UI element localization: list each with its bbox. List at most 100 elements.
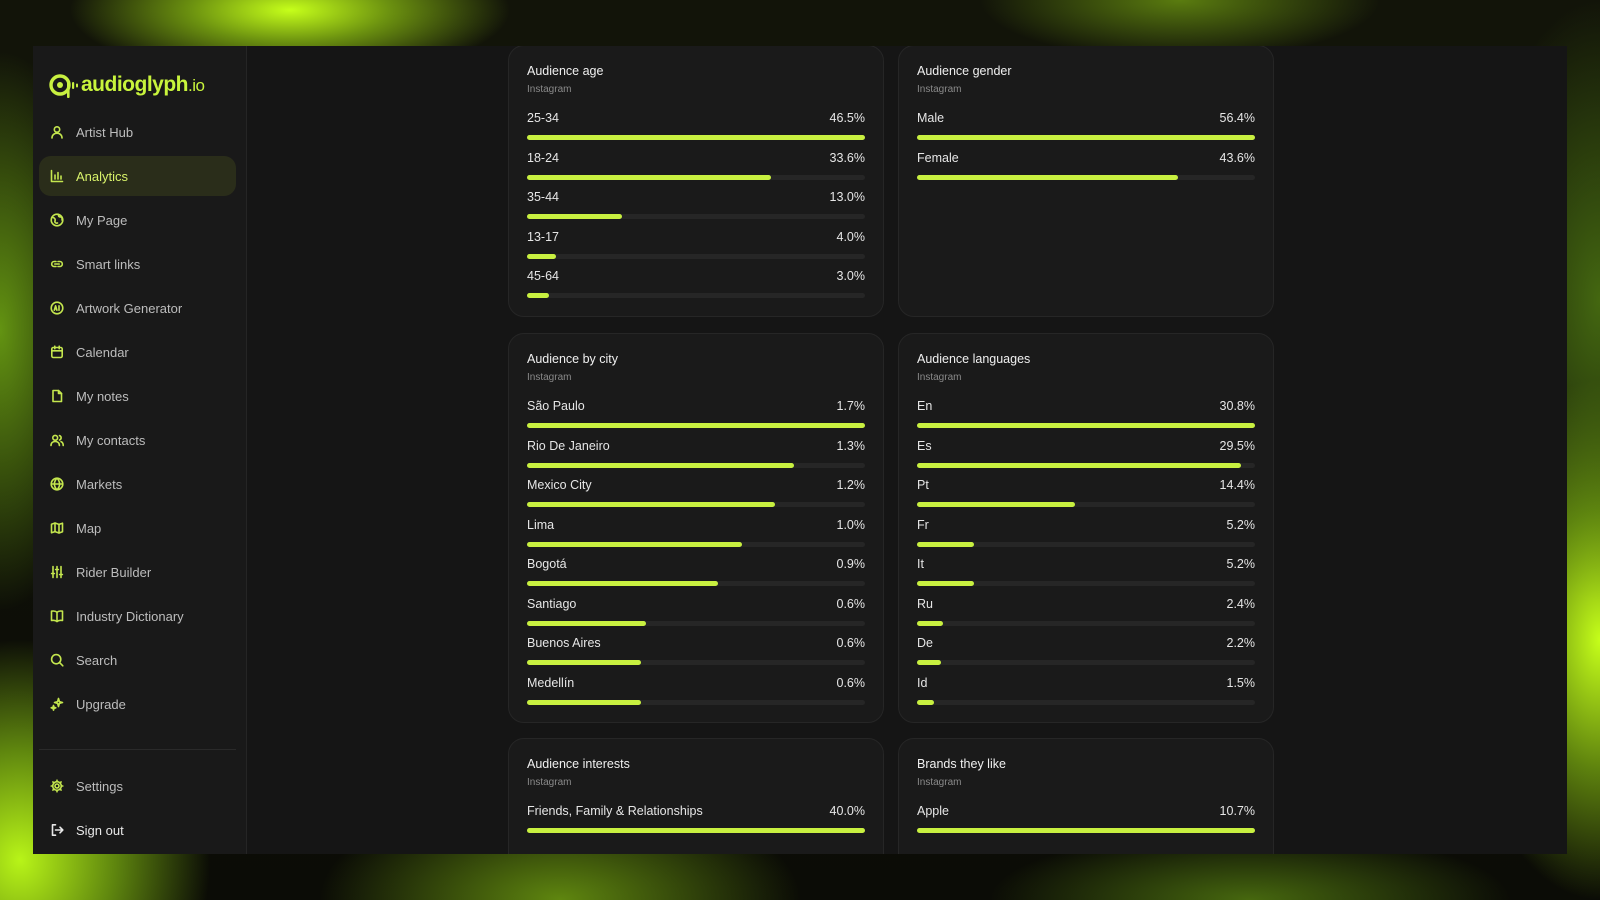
stat-label: 25-34 xyxy=(527,111,559,125)
sidebar-item-my-contacts[interactable]: My contacts xyxy=(39,420,236,460)
stat-bar-track xyxy=(917,135,1255,140)
stat-label: 35-44 xyxy=(527,190,559,204)
stat-value: 29.5% xyxy=(1219,438,1255,453)
stat-value: 40.0% xyxy=(829,804,865,818)
stat-value: 1.3% xyxy=(836,438,866,453)
stat-bar-fill xyxy=(527,699,642,705)
stat-bar-fill xyxy=(917,135,1255,140)
stat-bar-track xyxy=(917,828,1255,833)
stat-label: 18-24 xyxy=(527,150,559,165)
sidebar-item-calendar[interactable]: Calendar xyxy=(39,332,236,372)
stat-label: Rio De Janeiro xyxy=(527,438,610,453)
sidebar-item-artwork-generator[interactable]: Artwork Generator xyxy=(39,288,236,328)
card-title: Brands they like xyxy=(917,757,1006,771)
sidebar-item-label: Calendar xyxy=(76,344,129,360)
map-icon xyxy=(50,521,64,535)
sidebar-item-label: Industry Dictionary xyxy=(76,608,184,624)
brand-logo[interactable]: audioglyph.io xyxy=(49,72,236,98)
stat-label: 13-17 xyxy=(527,229,559,244)
sidebar-item-label: My notes xyxy=(76,388,129,404)
sidebar-item-my-notes[interactable]: My notes xyxy=(39,376,236,416)
stat-label: Bogotá xyxy=(527,557,567,571)
stat-value: 1.2% xyxy=(836,478,866,492)
user-icon xyxy=(50,125,64,139)
sidebar-divider xyxy=(39,749,236,750)
stat-bar-fill xyxy=(917,502,1076,507)
stat-row: Mexico City 1.2% xyxy=(527,473,865,513)
stat-bar-track xyxy=(527,620,865,626)
stat-value: 4.0% xyxy=(836,229,866,244)
stat-row: Medellín 0.6% xyxy=(527,671,865,711)
stat-bar-fill xyxy=(527,253,557,259)
analytics-main: Audience age Instagram 25-34 46.5% 18-24 33.6… xyxy=(508,46,1278,854)
card-source: Instagram xyxy=(527,372,572,383)
stat-bar-track xyxy=(917,462,1255,468)
stat-bar-fill xyxy=(527,293,549,298)
link-icon xyxy=(50,257,64,271)
stat-bar-fill xyxy=(527,828,865,833)
sparkle-icon xyxy=(50,697,64,711)
stat-label: Ru xyxy=(917,596,933,611)
stat-bar-track xyxy=(917,423,1255,428)
sidebar-item-sign-out[interactable]: Sign out xyxy=(39,810,236,850)
sidebar-item-settings[interactable]: Settings xyxy=(39,766,236,806)
stat-bar-track xyxy=(527,541,865,547)
bar-chart-icon xyxy=(50,169,64,183)
sidebar-item-label: Analytics xyxy=(76,168,129,184)
stat-bar-fill xyxy=(527,462,795,468)
sidebar-item-rider-builder[interactable]: Rider Builder xyxy=(39,552,236,592)
sidebar-item-map[interactable]: Map xyxy=(39,508,236,548)
stat-label: It xyxy=(917,557,924,571)
card-title: Audience by city xyxy=(527,352,619,366)
sidebar-item-upgrade[interactable]: Upgrade xyxy=(39,684,236,724)
card-title: Audience interests xyxy=(527,757,630,771)
stat-bar-fill xyxy=(527,423,865,428)
stat-value: 5.2% xyxy=(1226,517,1256,532)
stat-label: Female xyxy=(917,150,959,165)
sidebar-item-my-page[interactable]: My Page xyxy=(39,200,236,240)
book-icon xyxy=(50,609,64,623)
card-source: Instagram xyxy=(917,372,962,383)
sidebar-item-smart-links[interactable]: Smart links xyxy=(39,244,236,284)
globe-page-icon xyxy=(50,213,64,227)
card-audience-languages: Audience languages Instagram En 30.8% Es 29.5… xyxy=(898,333,1274,723)
sidebar-item-label: Artwork Generator xyxy=(76,300,183,316)
calendar-icon xyxy=(50,345,64,359)
card-title: Audience age xyxy=(527,64,604,78)
sidebar-item-industry-dictionary[interactable]: Industry Dictionary xyxy=(39,596,236,636)
stat-label: Male xyxy=(917,111,945,125)
stat-bar-fill xyxy=(917,462,1241,468)
stat-label: Santiago xyxy=(527,596,577,611)
stat-value: 0.6% xyxy=(836,596,866,611)
stat-row: Apple 10.7% xyxy=(917,799,1255,839)
sidebar-item-analytics[interactable]: Analytics xyxy=(39,156,236,196)
card-title: Audience gender xyxy=(917,64,1012,78)
sidebar-item-artist-hub[interactable]: Artist Hub xyxy=(39,112,236,152)
sign-out-icon xyxy=(50,823,64,837)
contacts-icon xyxy=(50,433,64,447)
stat-value: 0.9% xyxy=(836,557,866,571)
stat-row: Ru 2.4% xyxy=(917,592,1255,632)
sidebar-item-search[interactable]: Search xyxy=(39,640,236,680)
brand-name: audioglyph.io xyxy=(81,73,205,96)
stat-label: 45-64 xyxy=(527,269,559,283)
stat-label: En xyxy=(917,399,933,413)
stat-row: 13-17 4.0% xyxy=(527,225,865,265)
stat-bar-track xyxy=(527,660,865,665)
sidebar-item-label: Rider Builder xyxy=(76,564,152,580)
stat-bar-track xyxy=(917,502,1255,507)
sidebar-item-markets[interactable]: Markets xyxy=(39,464,236,504)
stat-bar-track xyxy=(527,699,865,705)
stat-row: Friends, Family & Relationships 40.0% xyxy=(527,799,865,839)
globe-icon xyxy=(50,477,64,491)
stat-bar-fill xyxy=(527,581,718,586)
stat-row: Pt 14.4% xyxy=(917,473,1255,513)
sidebar-item-label: Upgrade xyxy=(76,696,126,712)
stat-row: It 5.2% xyxy=(917,552,1255,592)
sidebar-item-label: My contacts xyxy=(76,432,146,448)
stat-label: Mexico City xyxy=(527,478,592,492)
stat-row: 18-24 33.6% xyxy=(527,146,865,186)
stat-value: 10.7% xyxy=(1219,804,1255,818)
stat-bar-track xyxy=(917,581,1255,586)
stat-bar-fill xyxy=(527,660,642,665)
